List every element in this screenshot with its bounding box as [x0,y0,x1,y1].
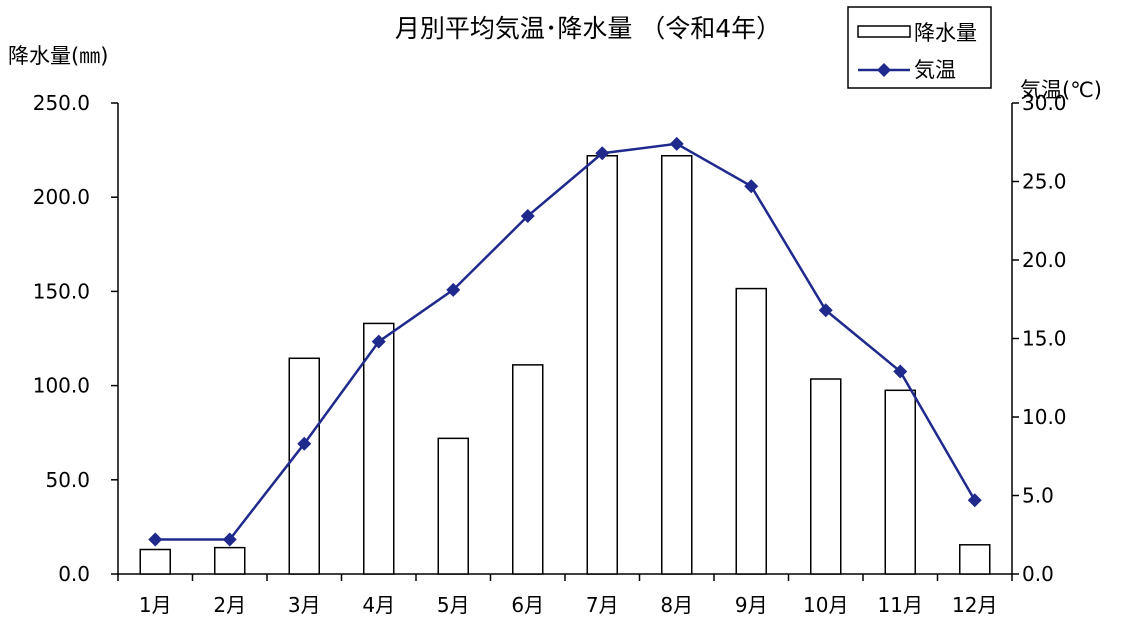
left-axis-title: 降水量(㎜) [8,44,108,68]
bar-precipitation [214,546,246,575]
x-tick-label: 10月 [803,593,848,617]
x-tick-label: 7月 [586,593,619,617]
right-tick-label: 0.0 [1022,562,1054,586]
bar-precipitation [437,437,469,575]
bar-precipitation [810,378,842,575]
legend-bar-swatch [857,25,911,38]
x-tick-label: 5月 [437,593,470,617]
bar-precipitation [661,155,693,575]
bar-precipitation [288,357,320,575]
x-tick-label: 9月 [735,593,768,617]
right-axis-title: 気温(℃) [1020,78,1102,102]
bar-precipitation [363,322,395,575]
temperature-point [818,303,833,318]
temperature-point [744,179,759,194]
left-tick-label: 100.0 [33,374,90,398]
x-tick-label: 4月 [362,593,395,617]
right-tick-label: 10.0 [1022,405,1067,429]
right-tick-label: 25.0 [1022,170,1067,194]
legend-label-temperature: 気温 [914,58,956,82]
x-tick-label: 11月 [878,593,923,617]
bar-precipitation [139,548,171,575]
legend-box [847,6,992,89]
bar-precipitation [586,155,618,575]
temperature-point [967,493,982,508]
left-tick-label: 200.0 [33,185,90,209]
legend: 降水量 気温 [847,6,992,89]
left-tick-label: 50.0 [45,468,90,492]
x-tick-label: 3月 [288,593,321,617]
bar-precipitation [735,287,767,575]
bar-precipitation [884,389,916,575]
temperature-point [520,209,535,224]
x-tick-label: 2月 [213,593,246,617]
bar-precipitation [959,544,991,575]
right-tick-label: 30.0 [1022,91,1067,115]
temperature-point [893,364,908,379]
left-tick-label: 250.0 [33,91,90,115]
temperature-point [669,136,684,151]
x-tick-label: 8月 [660,593,693,617]
left-tick-label: 150.0 [33,279,90,303]
right-tick-label: 5.0 [1022,484,1054,508]
temperature-point [371,334,386,349]
bar-precipitation [512,364,544,575]
x-tick-label: 12月 [952,593,997,617]
x-tick-label: 6月 [511,593,544,617]
temperature-point [297,436,312,451]
left-tick-label: 0.0 [58,562,90,586]
legend-label-precipitation: 降水量 [914,21,977,45]
temperature-point [222,532,237,547]
temperature-point [148,532,163,547]
temperature-line [155,142,976,541]
x-tick-label: 1月 [139,593,172,617]
right-tick-label: 15.0 [1022,327,1067,351]
temperature-point [595,146,610,161]
chart-title: 月別平均気温･降水量 （令和4年） [395,14,781,43]
plot-area: 0.0 50.0 100.0 150.0 200.0 250.0 0.0 5.0 10.0 15.… [33,91,1067,617]
temperature-point [446,282,461,297]
legend-marker-swatch [877,63,891,77]
right-tick-label: 20.0 [1022,248,1067,272]
